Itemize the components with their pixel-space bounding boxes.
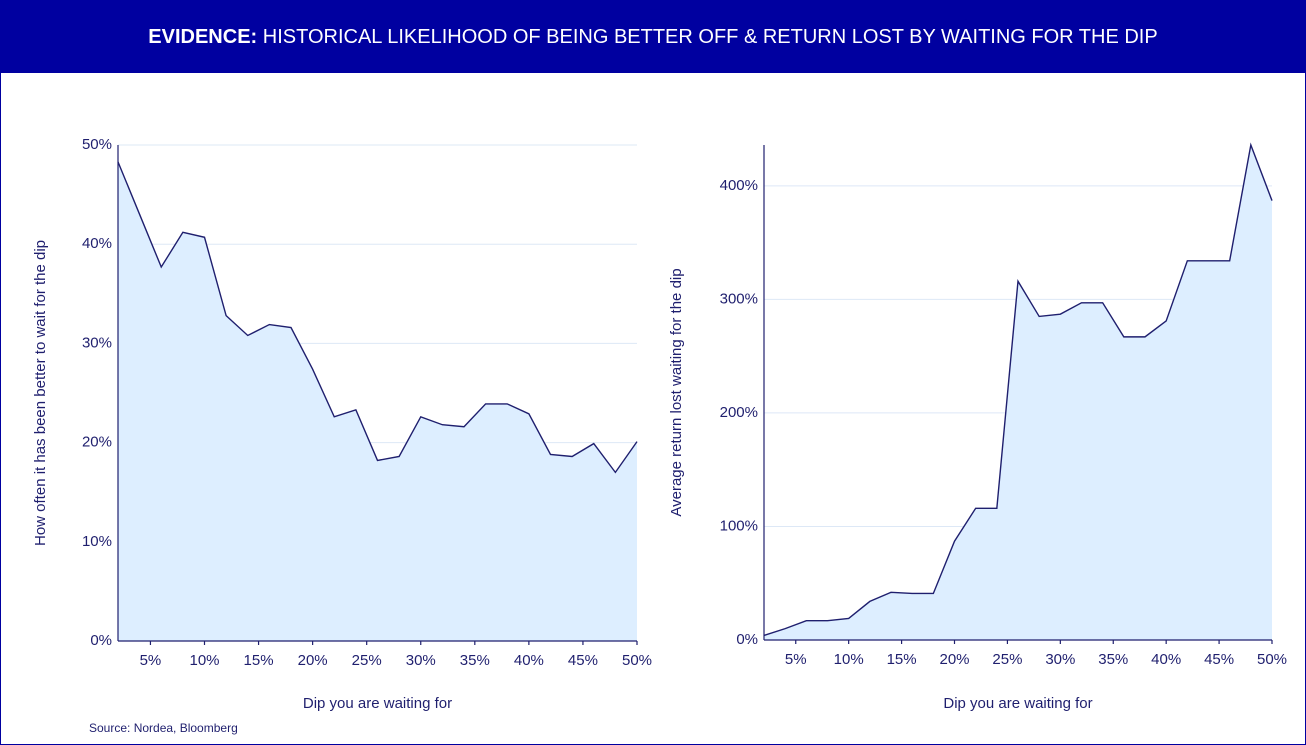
x-tick-label: 45% <box>1204 651 1234 668</box>
source-note: Source: Nordea, Bloomberg <box>89 721 238 735</box>
x-tick-label: 15% <box>887 651 917 668</box>
x-tick-label: 35% <box>1098 651 1128 668</box>
x-tick-label: 20% <box>298 652 328 669</box>
y-tick-label: 200% <box>720 404 758 421</box>
x-tick-label: 35% <box>460 652 490 669</box>
x-tick-label: 50% <box>622 652 652 669</box>
x-tick-label: 10% <box>189 652 219 669</box>
series-line <box>763 142 1273 637</box>
x-tick-label: 30% <box>406 652 436 669</box>
y-tick-label: 50% <box>82 136 112 153</box>
banner-title: HISTORICAL LIKELIHOOD OF BEING BETTER OF… <box>262 26 1158 48</box>
banner: EVIDENCE: HISTORICAL LIKELIHOOD OF BEING… <box>1 1 1305 73</box>
x-tick-label: 5% <box>140 652 162 669</box>
x-tick-label: 25% <box>992 651 1022 668</box>
x-tick-label: 10% <box>834 651 864 668</box>
banner-title-bold: EVIDENCE: <box>148 26 258 48</box>
x-tick-label: 30% <box>1045 651 1075 668</box>
y-tick-label: 20% <box>82 434 112 451</box>
y-tick-label: 40% <box>82 235 112 252</box>
y-tick-label: 400% <box>720 177 758 194</box>
y-axis-title: How often it has been better to wait for… <box>32 240 49 546</box>
x-tick-label: 15% <box>244 652 274 669</box>
x-tick-label: 50% <box>1257 651 1287 668</box>
y-axis-title: Average return lost waiting for the dip <box>668 268 685 516</box>
y-tick-label: 0% <box>90 632 112 649</box>
x-tick-label: 40% <box>514 652 544 669</box>
area-fill <box>118 161 637 641</box>
y-tick-label: 10% <box>82 533 112 550</box>
y-tick-label: 100% <box>720 517 758 534</box>
x-tick-label: 45% <box>568 652 598 669</box>
x-axis-title: Dip you are waiting for <box>943 695 1092 712</box>
y-tick-label: 30% <box>82 334 112 351</box>
x-axis-title: Dip you are waiting for <box>303 695 452 712</box>
x-tick-label: 25% <box>352 652 382 669</box>
x-tick-label: 40% <box>1151 651 1181 668</box>
y-tick-label: 0% <box>736 631 758 648</box>
y-tick-label: 300% <box>720 290 758 307</box>
series-line <box>117 161 638 474</box>
x-tick-label: 5% <box>785 651 807 668</box>
area-fill <box>764 145 1272 640</box>
x-tick-label: 20% <box>939 651 969 668</box>
